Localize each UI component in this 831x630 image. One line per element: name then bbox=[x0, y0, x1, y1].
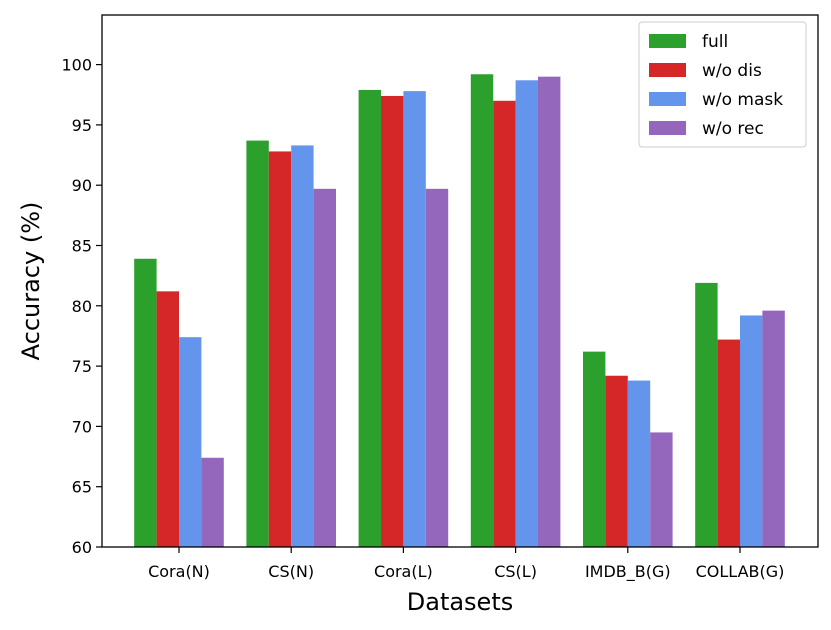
bar-w-o-rec-imdb-b-g bbox=[650, 432, 673, 547]
legend-label: full bbox=[702, 32, 728, 52]
bar-full-cora-l bbox=[358, 89, 381, 548]
y-tick-label: 95 bbox=[72, 116, 92, 135]
bar-w-o-mask-collab-g bbox=[740, 315, 763, 547]
bar-full-cora-n bbox=[134, 258, 157, 547]
bar-w-o-rec-cs-n bbox=[313, 188, 336, 547]
bar-w-o-rec-cora-n bbox=[201, 457, 224, 547]
y-tick-label: 75 bbox=[72, 357, 92, 376]
legend-box bbox=[638, 21, 807, 148]
plot-frame bbox=[101, 14, 819, 548]
y-tick-label: 65 bbox=[72, 478, 92, 497]
bar-w-o-mask-cora-l bbox=[403, 91, 426, 547]
legend-label: w/o rec bbox=[702, 119, 764, 139]
bar-w-o-dis-cora-n bbox=[156, 291, 179, 547]
legend-label: w/o dis bbox=[702, 61, 762, 81]
y-tick-label: 70 bbox=[72, 417, 92, 436]
bar-w-o-rec-cs-l bbox=[538, 76, 561, 547]
bar-w-o-dis-imdb-b-g bbox=[605, 375, 628, 547]
bar-full-cs-l bbox=[470, 74, 494, 547]
x-tick-label: Cora(N) bbox=[148, 562, 210, 581]
x-axis: Cora(N) CS(N) Cora(L) CS(L) IMDB_B(G) COLLAB(… bbox=[148, 547, 784, 582]
y-axis: 60 65 70 75 80 85 90 95 100 bbox=[61, 56, 102, 557]
legend-swatch bbox=[649, 92, 686, 106]
bar-w-o-mask-imdb-b-g bbox=[627, 380, 651, 547]
bar-w-o-dis-cora-l bbox=[381, 95, 404, 548]
bar-w-o-rec-collab-g bbox=[762, 310, 785, 547]
bar-full-cs-n bbox=[246, 140, 269, 547]
x-tick-label: CS(N) bbox=[268, 562, 314, 581]
y-tick-label: 90 bbox=[72, 176, 92, 195]
y-axis-title: Accuracy (%) bbox=[17, 202, 45, 361]
bar-full-collab-g bbox=[695, 282, 718, 547]
legend-swatch bbox=[649, 63, 686, 77]
x-tick-label: COLLAB(G) bbox=[696, 562, 785, 581]
x-tick-label: CS(L) bbox=[494, 562, 537, 581]
bar-w-o-mask-cs-l bbox=[515, 80, 538, 547]
legend: full w/o dis w/o mask w/o rec bbox=[638, 21, 807, 148]
bar-w-o-rec-cora-l bbox=[425, 188, 449, 547]
y-tick-label: 100 bbox=[61, 56, 92, 75]
y-tick-label: 85 bbox=[72, 237, 92, 256]
x-axis-title: Datasets bbox=[407, 588, 514, 616]
bar-w-o-dis-cs-n bbox=[268, 151, 292, 547]
y-tick-label: 80 bbox=[72, 297, 92, 316]
x-tick-label: Cora(L) bbox=[374, 562, 433, 581]
bar-w-o-dis-collab-g bbox=[717, 339, 740, 547]
bar-full-imdb-b-g bbox=[583, 351, 606, 547]
bar-w-o-mask-cora-n bbox=[179, 337, 202, 547]
legend-label: w/o mask bbox=[702, 90, 783, 110]
y-tick-label: 60 bbox=[72, 538, 92, 557]
bar-w-o-dis-cs-l bbox=[493, 100, 516, 547]
bars-group bbox=[134, 74, 785, 548]
bar-w-o-mask-cs-n bbox=[291, 145, 314, 547]
legend-swatch bbox=[649, 34, 686, 48]
x-tick-label: IMDB_B(G) bbox=[585, 562, 671, 582]
legend-swatch bbox=[649, 121, 686, 135]
